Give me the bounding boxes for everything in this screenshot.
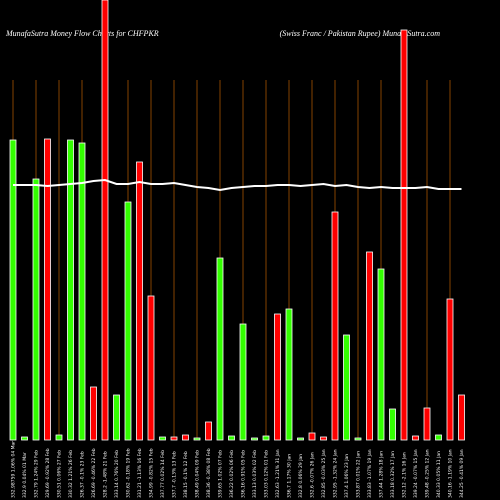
x-tick-label: 336.22 0.02% 06 Feb <box>229 450 235 498</box>
bar <box>182 434 189 441</box>
bar <box>400 29 408 441</box>
x-tick-label: 344.25 -0.41% 09 Jan <box>459 449 465 498</box>
x-tick-label: 339.24 -0.07% 15 Jan <box>413 449 419 498</box>
x-tick-label: 333.83 -1.07% 19 Jan <box>367 449 373 498</box>
x-tick-label: 326.69 -0.46% 22 Feb <box>91 448 97 498</box>
bar <box>228 435 235 441</box>
x-tick-label: 340.16 -1.19% 10 Jan <box>448 449 454 498</box>
bar <box>285 308 293 441</box>
bar <box>78 142 86 441</box>
bar <box>262 435 270 441</box>
bar <box>389 408 396 441</box>
bar <box>90 386 97 441</box>
x-tick-label: 338.49 0.04% 09 Feb <box>195 450 201 498</box>
x-tick-label: 333.18 0.32% 17 Jan <box>390 451 396 498</box>
bar <box>297 437 304 441</box>
bar <box>239 323 247 441</box>
x-tick-label: 330.51 0.06% 27 Feb <box>57 450 63 498</box>
x-tick-label: 337.4 1.06% 23 Jan <box>344 454 350 498</box>
chart-subtitle: (Swiss Franc / Pakistan Rupee) MunafaSut… <box>280 29 441 38</box>
bar <box>331 211 339 441</box>
bar <box>343 334 350 441</box>
x-tick-label: 328.2 -1.48% 21 Feb <box>103 451 109 498</box>
bar <box>458 394 465 441</box>
x-tick-label: 336.7 1.17% 30 Jan <box>287 454 293 498</box>
bar <box>21 436 28 441</box>
x-tick-label: 333.13 0.03% 02 Feb <box>252 450 258 498</box>
x-tick-label: 330.62 -0.18% 19 Feb <box>126 448 132 498</box>
x-tick-label: 332.9 0.04% 01 Mar <box>22 452 28 498</box>
chart-title: MunafaSutra Money Flow Charts for CHFPKR <box>5 29 159 38</box>
bar <box>412 435 419 441</box>
bar <box>113 394 120 441</box>
bar <box>124 201 132 441</box>
bar <box>67 139 74 441</box>
bar <box>366 251 373 441</box>
x-tick-label: 333.03 0.12% 01 Feb <box>264 450 270 498</box>
x-tick-label: 332.63 -1.21% 31 Jan <box>275 449 281 498</box>
x-tick-label: 330.32 1.21% 26 Feb <box>68 450 74 498</box>
bar <box>55 434 63 441</box>
bar <box>136 161 143 441</box>
bar <box>170 436 178 441</box>
x-tick-label: 339.65 1.02% 07 Feb <box>218 450 224 498</box>
bar <box>423 407 431 441</box>
x-tick-label: 337.7 -0.13% 13 Feb <box>172 451 178 498</box>
bar <box>9 139 17 441</box>
bar <box>274 313 281 441</box>
x-tick-label: 339.48 -0.25% 12 Jan <box>425 449 431 498</box>
bar <box>320 436 327 441</box>
x-tick-label: 338.15 -0.1% 12 Feb <box>183 451 189 498</box>
x-tick-label: 333.14 0.76% 20 Feb <box>114 450 120 498</box>
x-tick-label: 333.87 0.01% 22 Jan <box>356 451 362 498</box>
x-tick-label: 337.77 0.02% 14 Feb <box>160 450 166 498</box>
bar <box>251 437 258 441</box>
x-tick-label: 326.37 -0.1% 23 Feb <box>80 451 86 498</box>
bar <box>159 436 166 441</box>
x-tick-label: 334.99 -0.82% 15 Feb <box>149 448 155 498</box>
bar <box>354 437 362 441</box>
x-tick-label: 332.6 -0.07% 26 Jan <box>310 452 316 498</box>
flow-line <box>13 178 462 192</box>
x-tick-label: 331.21 -1.13% 16 Feb <box>137 448 143 498</box>
bar <box>446 298 454 441</box>
x-tick-label: 332.8 0.06% 29 Jan <box>298 454 304 498</box>
bar <box>377 268 385 441</box>
bar <box>308 432 316 441</box>
x-tick-label: 332.12 -2.1% 16 Jan <box>402 452 408 498</box>
bar <box>193 437 201 441</box>
x-tick-label: 332.95 -1.32% 24 Jan <box>333 449 339 498</box>
x-tick-label: 336.16 0.91% 05 Feb <box>241 450 247 498</box>
x-tick-label: 332.85 -0.03% 25 Jan <box>321 449 327 498</box>
bar <box>147 295 155 441</box>
bar <box>44 138 51 441</box>
bar <box>205 421 212 441</box>
bar <box>435 434 442 441</box>
x-tick-label: 332.79 1.24% 29 Feb <box>34 450 40 498</box>
x-tick-label: 337.44 1.28% 18 Jan <box>379 451 385 498</box>
bar <box>101 0 109 441</box>
x-tick-label: 340.33 0.05% 11 Jan <box>436 451 442 498</box>
bar <box>216 257 224 441</box>
x-tick-label: 332.98759 1.06% 04 Mar <box>11 441 17 498</box>
bar <box>32 178 40 441</box>
x-tick-label: 338.36 -0.38% 08 Feb <box>206 448 212 498</box>
x-tick-label: 329.69 -0.92% 28 Feb <box>45 448 51 498</box>
